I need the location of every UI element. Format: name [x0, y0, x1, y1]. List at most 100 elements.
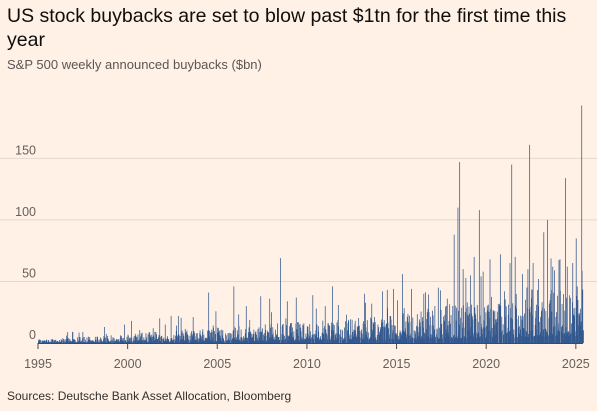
- bar: [378, 327, 380, 343]
- bar: [130, 337, 131, 343]
- bar: [83, 337, 85, 343]
- bar: [557, 295, 558, 343]
- bar: [265, 329, 266, 343]
- bar: [250, 331, 252, 343]
- bar: [553, 292, 555, 343]
- bar: [207, 330, 209, 343]
- bar: [340, 336, 342, 343]
- bar: [50, 339, 52, 343]
- bar: [108, 340, 110, 343]
- y-tick-label-50: 50: [22, 266, 36, 280]
- bar: [554, 270, 555, 343]
- bar: [280, 258, 281, 343]
- bar: [361, 332, 363, 343]
- bar: [100, 337, 101, 343]
- bar: [220, 340, 222, 343]
- bar: [336, 322, 338, 343]
- bar: [225, 333, 226, 343]
- bar: [46, 339, 48, 343]
- bar: [469, 313, 471, 343]
- bar: [484, 327, 486, 343]
- bar: [298, 322, 300, 343]
- bar: [73, 339, 74, 343]
- bar: [509, 308, 511, 343]
- bar: [197, 341, 199, 343]
- bar: [322, 328, 324, 343]
- bar: [247, 332, 249, 343]
- bar: [58, 341, 59, 343]
- bar: [363, 321, 364, 343]
- bar: [381, 322, 383, 343]
- bar: [309, 324, 311, 343]
- bar: [191, 334, 193, 343]
- bar: [38, 339, 40, 343]
- bar: [544, 308, 545, 343]
- x-tick-label-2015: 2015: [383, 357, 411, 371]
- bar: [387, 322, 389, 343]
- bar: [184, 328, 186, 343]
- bar: [582, 289, 584, 343]
- bar: [358, 325, 360, 343]
- bar: [100, 338, 102, 343]
- bar: [113, 338, 115, 343]
- bar: [153, 340, 155, 343]
- bar: [240, 329, 242, 343]
- bar: [466, 302, 468, 343]
- bar: [78, 332, 80, 343]
- bar: [360, 337, 361, 343]
- bar: [493, 312, 495, 343]
- bar: [195, 333, 197, 343]
- bar: [292, 327, 293, 343]
- bar: [59, 341, 61, 343]
- bar: [394, 325, 396, 343]
- bar: [87, 336, 89, 343]
- bar: [214, 331, 215, 343]
- bar: [289, 326, 291, 343]
- bar: [382, 291, 383, 343]
- bar: [374, 322, 376, 343]
- bar: [532, 315, 533, 343]
- bar: [565, 178, 566, 343]
- bar: [95, 339, 96, 343]
- bar: [316, 324, 318, 343]
- bar: [239, 340, 241, 343]
- bar: [191, 331, 192, 343]
- bar: [559, 290, 561, 343]
- bar: [271, 334, 273, 343]
- bar: [331, 329, 333, 343]
- bar: [558, 260, 560, 343]
- bar: [425, 292, 426, 343]
- bar: [241, 339, 243, 343]
- bar: [282, 323, 284, 343]
- bar: [463, 336, 465, 343]
- bar: [276, 333, 278, 343]
- bar: [513, 337, 515, 343]
- bar: [259, 332, 261, 343]
- bar: [235, 337, 237, 343]
- x-tick-label-2005: 2005: [203, 357, 231, 371]
- bar: [350, 319, 351, 343]
- bar: [453, 234, 455, 343]
- bar: [79, 337, 81, 343]
- bar: [572, 263, 574, 343]
- bar: [542, 307, 543, 343]
- bar: [297, 335, 299, 343]
- bar: [117, 339, 119, 343]
- bar: [328, 325, 330, 343]
- bar: [270, 327, 271, 343]
- bar: [176, 325, 177, 343]
- bar: [179, 340, 180, 343]
- bar: [62, 338, 64, 343]
- bar: [527, 269, 529, 343]
- bar: [152, 328, 154, 343]
- bar: [526, 287, 528, 343]
- bar: [458, 310, 460, 343]
- bar: [432, 310, 433, 343]
- bar: [393, 288, 394, 343]
- bar: [285, 318, 287, 343]
- bar: [53, 339, 55, 343]
- bar: [577, 299, 579, 343]
- bar: [572, 308, 574, 343]
- bar: [416, 325, 417, 343]
